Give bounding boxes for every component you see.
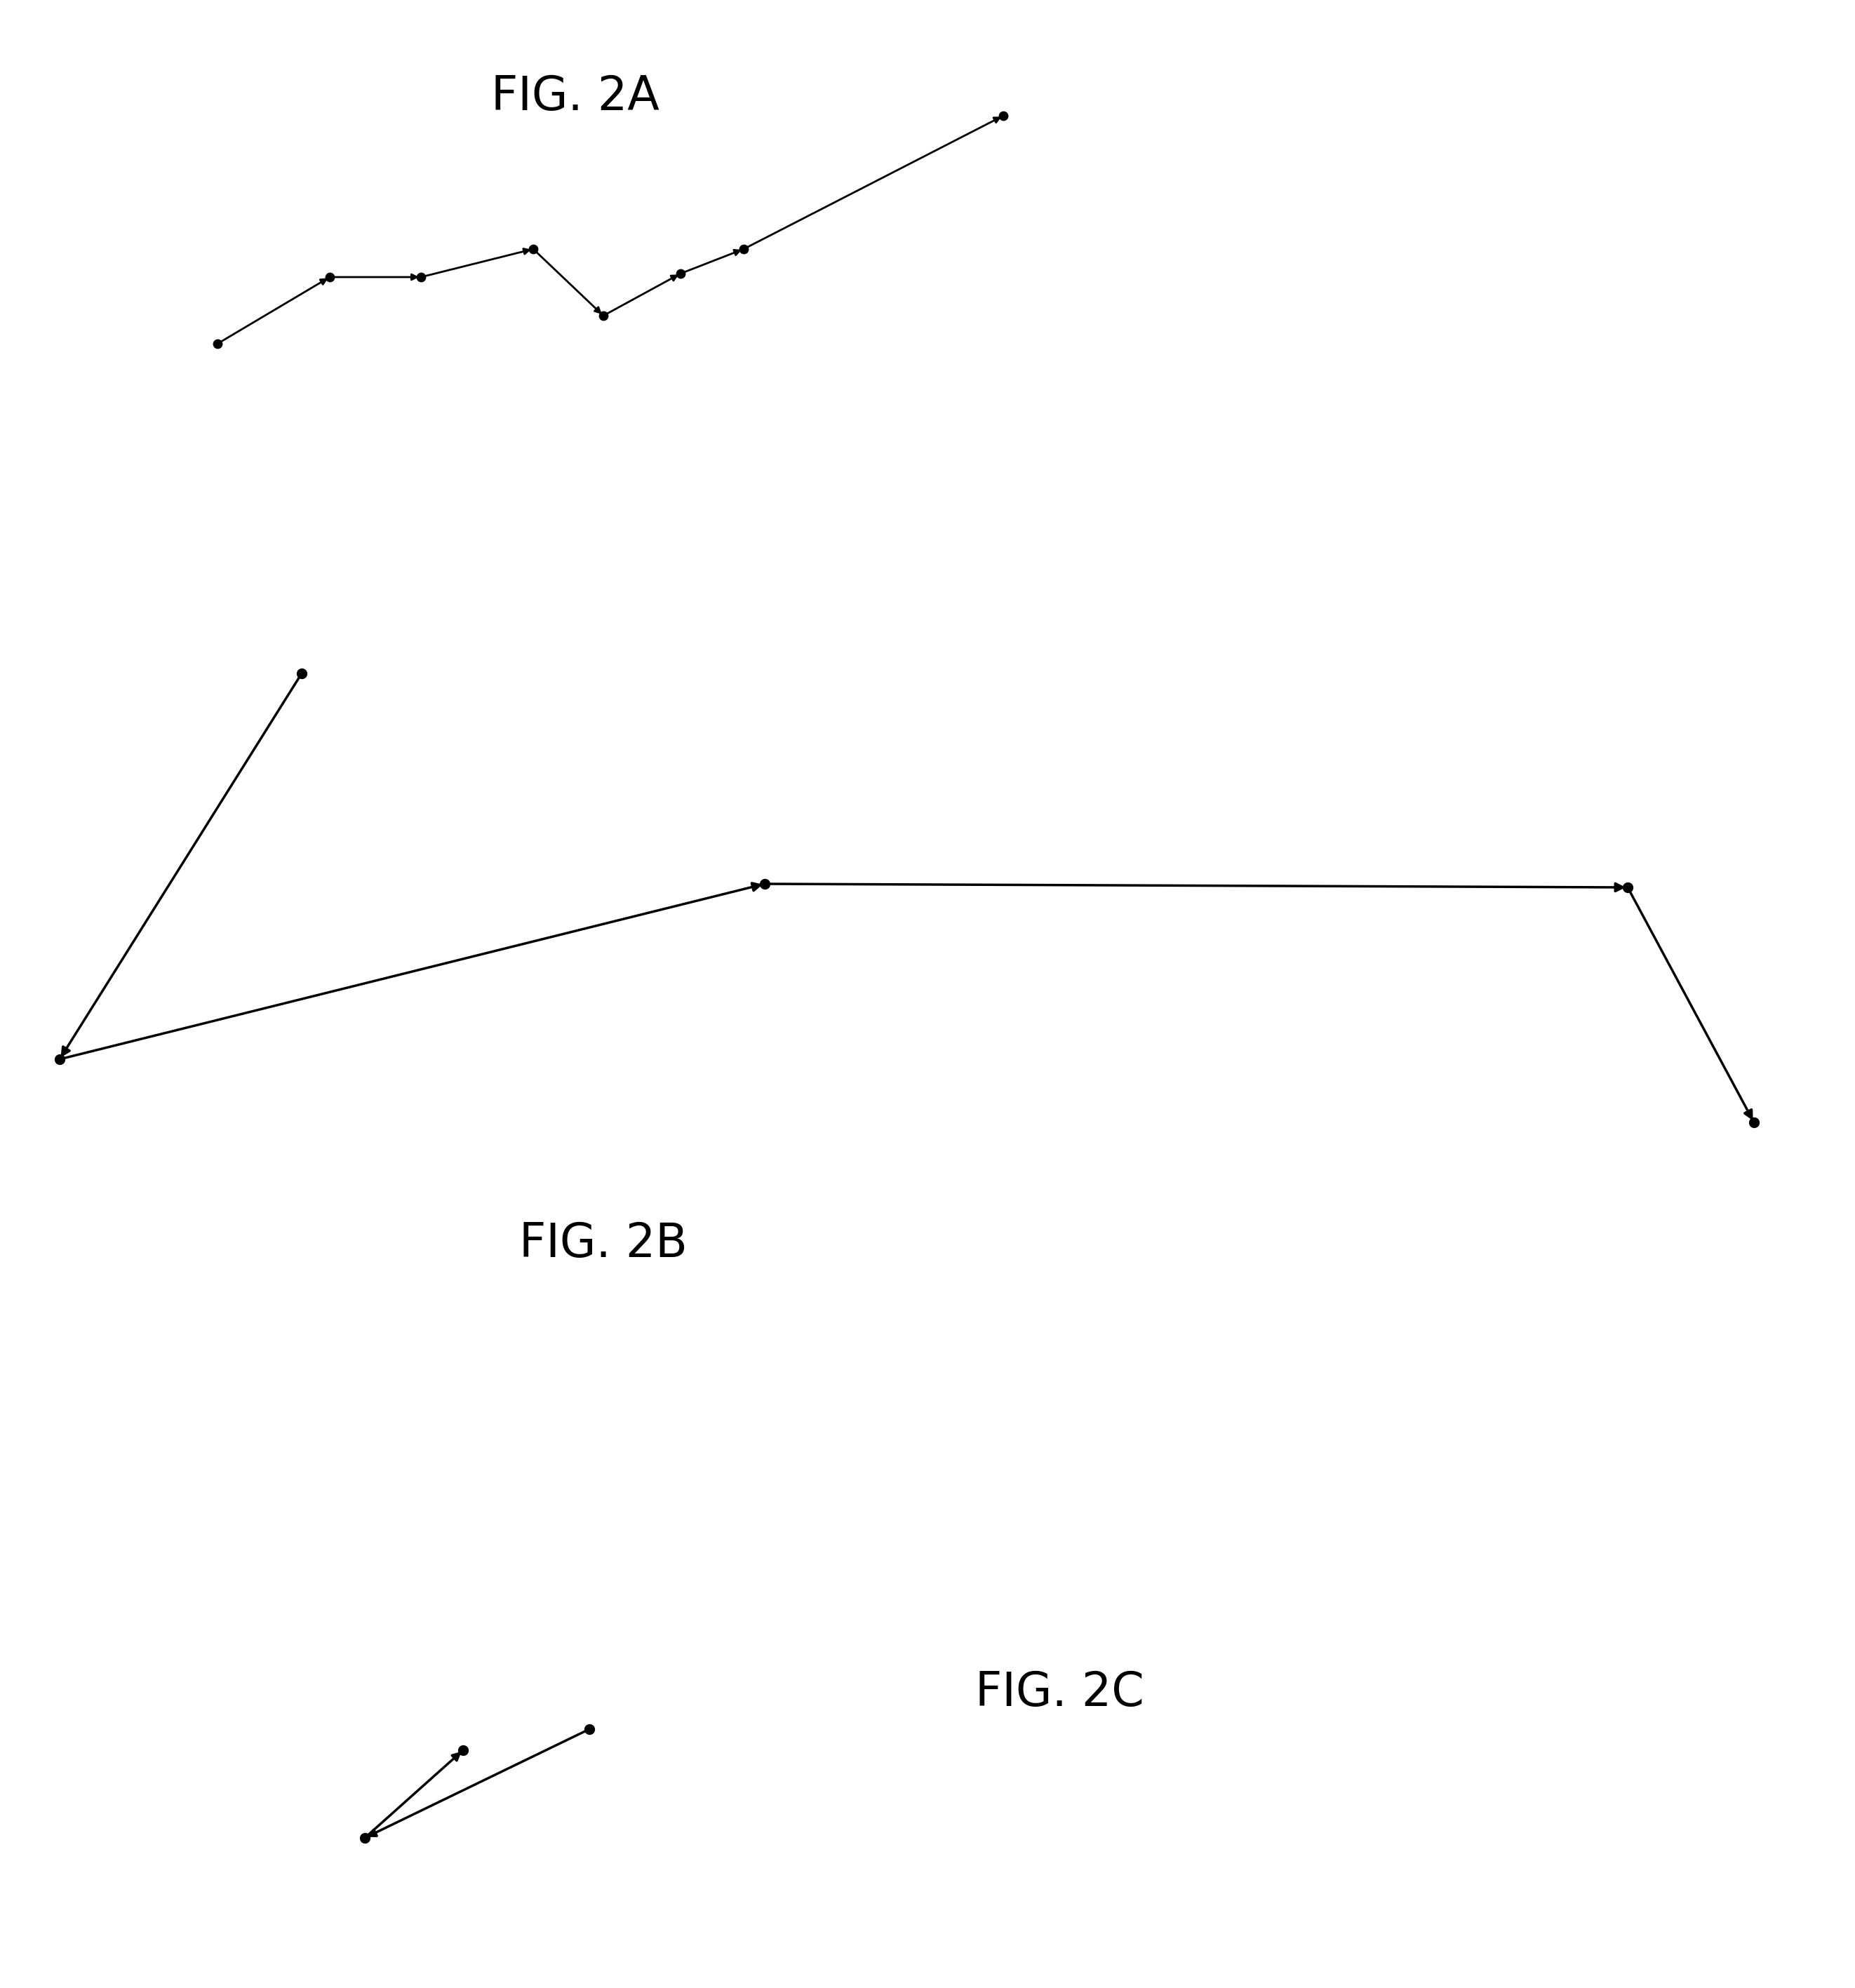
Point	[575, 1714, 605, 1745]
Point	[45, 1044, 74, 1076]
Point	[1740, 1107, 1770, 1139]
Point	[749, 869, 779, 901]
Point	[518, 233, 547, 264]
Point	[351, 1821, 380, 1853]
Point	[989, 99, 1018, 131]
Text: FIG. 2B: FIG. 2B	[519, 1221, 688, 1266]
Point	[202, 328, 232, 360]
Point	[406, 260, 436, 292]
Text: FIG. 2A: FIG. 2A	[492, 74, 659, 119]
Point	[729, 233, 759, 264]
Point	[315, 260, 345, 292]
Point	[449, 1734, 479, 1765]
Point	[1612, 871, 1642, 903]
Point	[666, 258, 696, 290]
Point	[288, 658, 317, 690]
Point	[588, 300, 618, 332]
Text: FIG. 2C: FIG. 2C	[976, 1670, 1145, 1716]
